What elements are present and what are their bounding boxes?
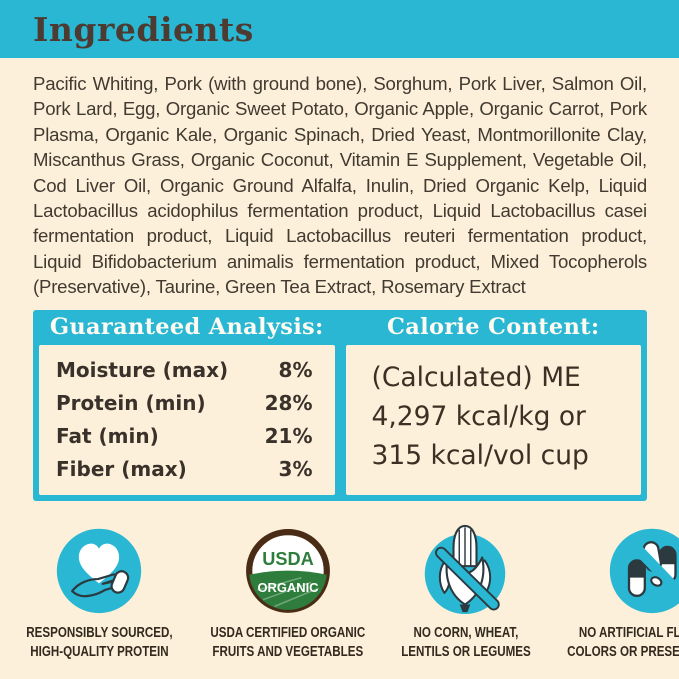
guaranteed-analysis-title: Guaranteed Analysis: [49, 314, 324, 341]
calorie-line: 315 kcal/vol cup [371, 439, 589, 471]
badge-caption: NO CORN, WHEAT, LENTILS OR LEGUMES [400, 624, 531, 660]
row-label: Protein (min) [56, 391, 206, 416]
row-value: 8% [278, 357, 313, 382]
row-value: 28% [264, 391, 313, 416]
badge-no-corn: NO CORN, WHEAT, LENTILS OR LEGUMES [385, 521, 547, 662]
ingredients-text: Pacific Whiting, Pork (with ground bone)… [33, 73, 647, 298]
usda-organic-seal-icon: USDA ORGANIC [242, 521, 334, 615]
table-row: Fiber (max) 3% [56, 457, 313, 481]
badge-caption: USDA CERTIFIED ORGANIC FRUITS AND VEGETA… [210, 624, 366, 660]
analysis-panels: Guaranteed Analysis: Moisture (max) 8% P… [33, 309, 647, 501]
badge-caption: RESPONSIBLY SOURCED, HIGH-QUALITY PROTEI… [26, 624, 173, 660]
table-row: Protein (min) 28% [56, 391, 313, 415]
calorie-content-panel: Calorie Content: (Calculated) ME 4,297 k… [345, 310, 641, 495]
feature-badges: RESPONSIBLY SOURCED, HIGH-QUALITY PROTEI… [0, 521, 679, 662]
row-value: 21% [264, 424, 313, 449]
table-row: Fat (min) 21% [56, 424, 313, 448]
badge-usda-organic: USDA ORGANIC USDA CERTIFIED ORGANIC FRUI… [191, 521, 385, 662]
badge-responsibly-sourced: RESPONSIBLY SOURCED, HIGH-QUALITY PROTEI… [8, 521, 191, 662]
no-corn-icon [419, 521, 511, 615]
calorie-content-title: Calorie Content: [387, 314, 600, 341]
calorie-line: 4,297 kcal/kg or [371, 400, 586, 432]
calorie-content-body: (Calculated) ME 4,297 kcal/kg or 315 kca… [345, 344, 641, 495]
no-artificial-additives-icon [606, 521, 679, 615]
row-label: Fat (min) [56, 424, 159, 449]
ingredients-header: Ingredients [0, 0, 679, 58]
row-label: Moisture (max) [56, 357, 229, 382]
table-row: Moisture (max) 8% [56, 358, 313, 382]
badge-no-artificial: NO ARTIFICIAL FLAVORS, COLORS OR PRESERV… [546, 521, 679, 662]
heart-in-hand-icon [53, 521, 145, 615]
seal-top-text: USDA [262, 549, 314, 569]
calorie-line: (Calculated) ME [371, 361, 581, 393]
row-label: Fiber (max) [56, 457, 187, 482]
guaranteed-analysis-table: Moisture (max) 8% Protein (min) 28% Fat … [39, 344, 335, 495]
seal-bottom-text: ORGANIC [257, 580, 318, 595]
row-value: 3% [278, 457, 313, 482]
guaranteed-analysis-panel: Guaranteed Analysis: Moisture (max) 8% P… [39, 310, 335, 495]
badge-caption: NO ARTIFICIAL FLAVORS, COLORS OR PRESERV… [567, 624, 679, 660]
page-title: Ingredients [33, 9, 254, 49]
